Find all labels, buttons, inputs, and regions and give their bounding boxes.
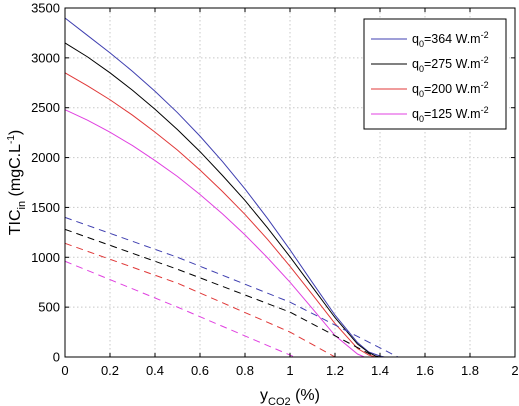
y-axis-title: TICin (mgC.L-1): [6, 130, 28, 235]
legend-box: [363, 18, 507, 130]
y-tick-label: 2000: [31, 150, 60, 165]
tick-layer: 0 0.2 0.4 0.6 0.8 1 1.2 1.4 1.6 1.8 2 0 500 1000 1500 2…: [31, 1, 519, 379]
series-line-1: [64, 42, 515, 358]
x-tick-label: 2: [511, 363, 518, 378]
x-tick-label: 1.2: [326, 363, 344, 378]
x-tick-label: 0.6: [191, 363, 209, 378]
x-tick-label: 0.2: [101, 363, 119, 378]
series-line-3: [64, 109, 515, 358]
y-tick-label: 0: [53, 350, 60, 365]
dashed-series-line-7: [64, 260, 515, 358]
x-tick-label: 0: [61, 363, 68, 378]
legend-label: q0=275 W.m-2: [412, 55, 489, 74]
x-tick-label: 1: [286, 363, 293, 378]
x-tick-label: 1.4: [371, 363, 389, 378]
y-tick-label: 500: [38, 300, 60, 315]
y-tick-label: 1000: [31, 250, 60, 265]
legend-layer: q0=364 W.m-2 q0=275 W.m-2 q0=200 W.m-2 q0=1…: [363, 18, 507, 130]
x-axis-title: yCO2 (%): [260, 387, 320, 406]
y-tick-label: 1500: [31, 200, 60, 215]
x-tick-label: 0.4: [146, 363, 164, 378]
x-tick-label: 1.8: [461, 363, 479, 378]
x-tick-label: 0.8: [236, 363, 254, 378]
y-tick-label: 3500: [31, 1, 60, 16]
legend-label: q0=125 W.m-2: [412, 105, 489, 124]
legend-label: q0=364 W.m-2: [412, 30, 489, 49]
y-tick-label: 2500: [31, 100, 60, 115]
legend-label: q0=200 W.m-2: [412, 80, 489, 99]
series-line-0: [64, 17, 515, 358]
x-tick-label: 1.6: [416, 363, 434, 378]
y-tick-label: 3000: [31, 50, 60, 65]
series-line-2: [64, 72, 515, 358]
label-layer: yCO2 (%) TICin (mgC.L-1): [6, 130, 320, 406]
